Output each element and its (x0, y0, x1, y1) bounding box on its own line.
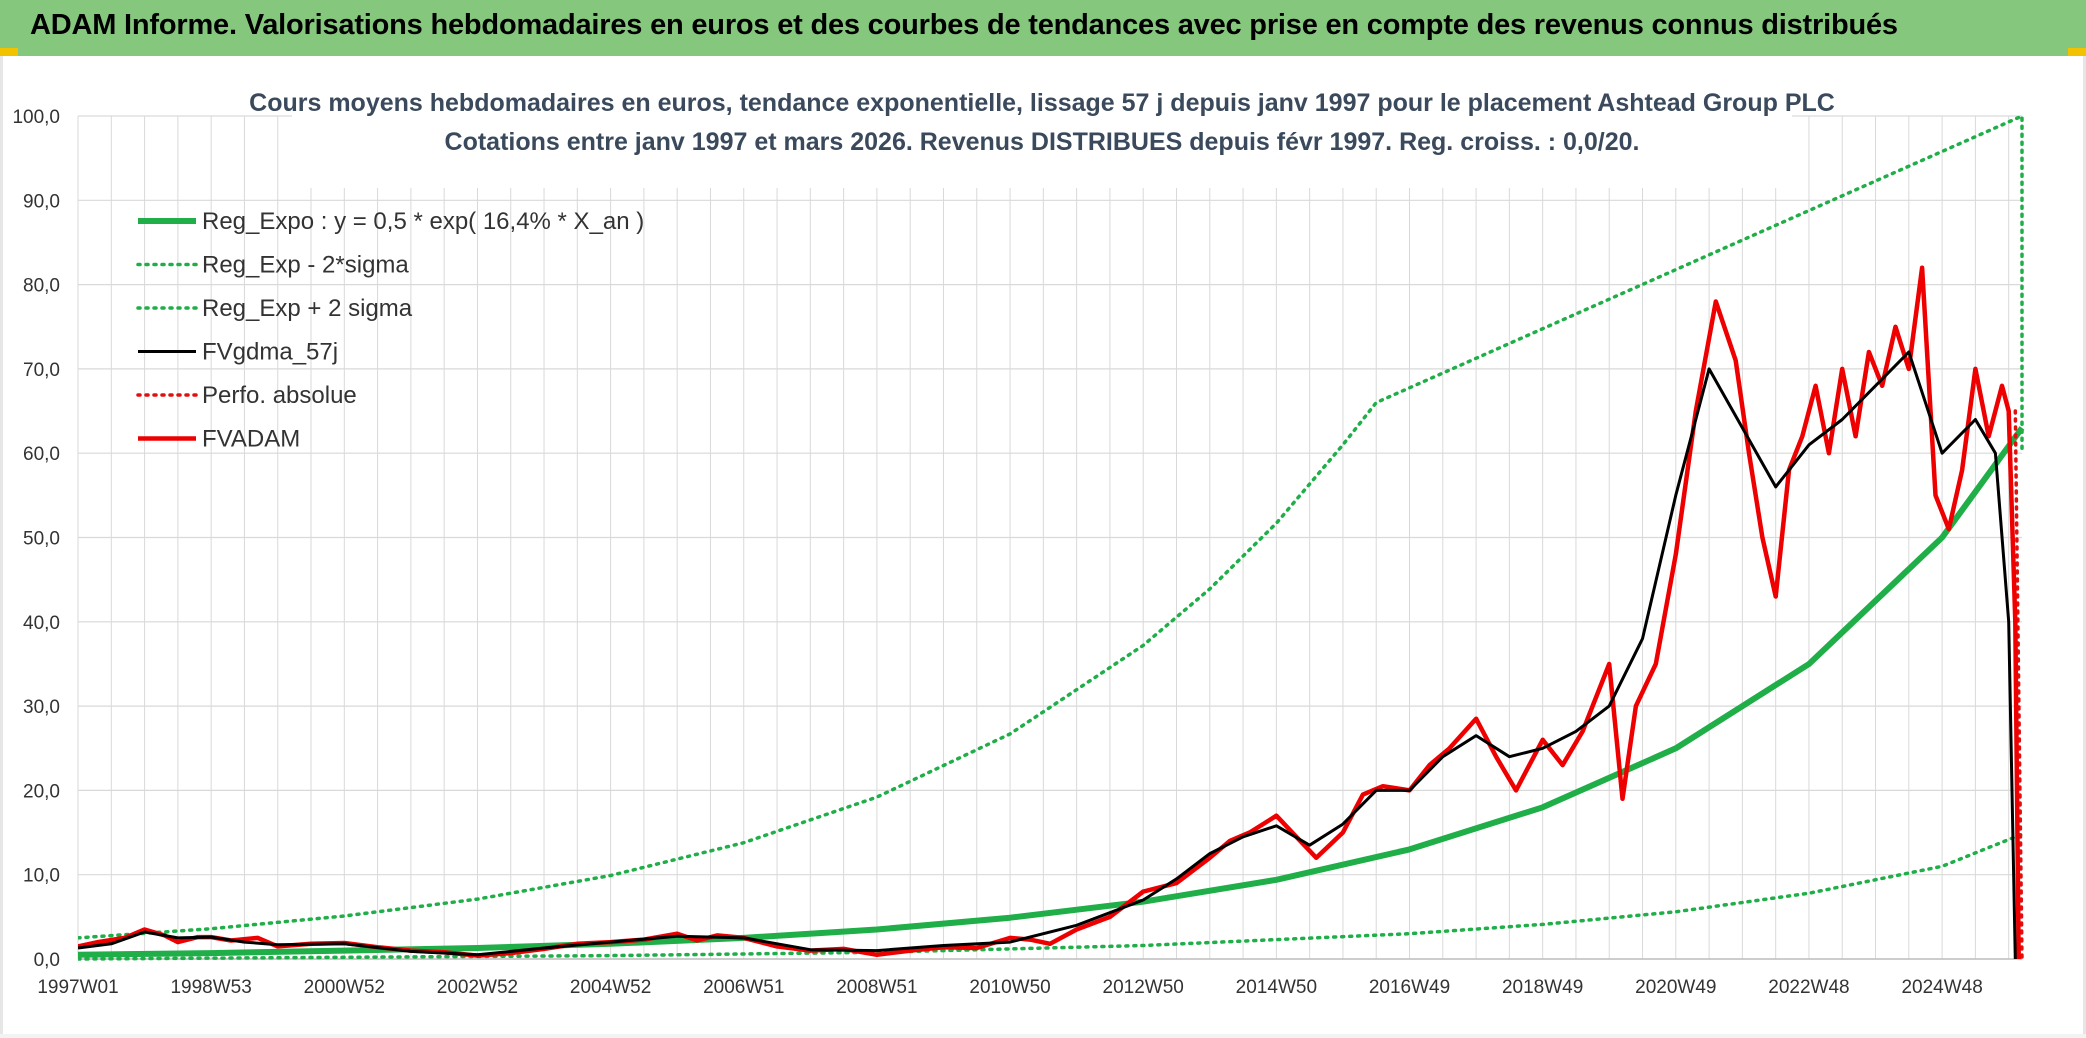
x-tick-label: 2012W50 (1103, 977, 1184, 998)
y-tick-label: 100,0 (12, 107, 60, 128)
report-banner: ADAM Informe. Valorisations hebdomadaire… (0, 0, 2086, 56)
y-tick-label: 50,0 (23, 529, 60, 550)
frame-bottom (0, 1034, 2086, 1038)
legend-label-0: Reg_Expo : y = 0,5 * exp( 16,4% * X_an ) (202, 208, 644, 235)
y-tick-label: 80,0 (23, 276, 60, 297)
x-tick-label: 2010W50 (969, 977, 1050, 998)
x-tick-label: 2020W49 (1635, 977, 1716, 998)
x-tick-label: 2002W52 (437, 977, 518, 998)
x-tick-label: 1998W53 (170, 977, 251, 998)
y-tick-label: 0,0 (34, 950, 60, 971)
x-tick-label: 2016W49 (1369, 977, 1450, 998)
x-tick-label: 2000W52 (304, 977, 385, 998)
y-tick-label: 10,0 (23, 866, 60, 887)
x-tick-label: 2006W51 (703, 977, 784, 998)
chart-grid (77, 115, 2022, 960)
corner-mark-right (2068, 48, 2086, 56)
y-tick-label: 30,0 (23, 697, 60, 718)
y-axis-ticks: 0,0 10,0 20,0 30,0 40,0 50,0 60,0 70,0 80,0 90,0 1… (12, 107, 60, 971)
series-line-0 (78, 426, 2025, 958)
x-tick-label: 2014W50 (1236, 977, 1317, 998)
series-line-5 (78, 265, 2021, 960)
legend-label-4: Perfo. absolue (202, 382, 357, 409)
y-tick-label: 20,0 (23, 781, 60, 802)
chart-legend: Reg_Expo : y = 0,5 * exp( 16,4% * X_an )… (136, 208, 644, 453)
chart-title-line-2: Cotations entre janv 1997 et mars 2026. … (445, 128, 1640, 156)
x-tick-label: 2004W52 (570, 977, 651, 998)
x-tick-label: 2018W49 (1502, 977, 1583, 998)
legend-label-5: FVADAM (202, 426, 300, 453)
y-tick-label: 40,0 (23, 613, 60, 634)
series-line-3 (78, 350, 2017, 960)
chart-title-line-1: Cours moyens hebdomadaires en euros, ten… (249, 89, 1835, 117)
report-title: ADAM Informe. Valorisations hebdomadaire… (30, 9, 1898, 41)
series-line-2 (78, 114, 2024, 940)
series-line-4 (2013, 409, 2024, 961)
chart-series (78, 114, 2025, 961)
frame-right (2083, 56, 2086, 1038)
x-tick-label: 1997W01 (37, 977, 118, 998)
y-tick-label: 70,0 (23, 360, 60, 381)
legend-label-3: FVgdma_57j (202, 339, 338, 366)
frame-left (0, 56, 3, 1038)
x-tick-label: 2024W48 (1901, 977, 1982, 998)
legend-label-1: Reg_Exp - 2*sigma (202, 252, 409, 279)
x-tick-label: 2008W51 (836, 977, 917, 998)
series-line-1 (78, 832, 2024, 961)
valuation-chart: 0,0 10,0 20,0 30,0 40,0 50,0 60,0 70,0 80,0 90,0 1… (12, 84, 2025, 998)
y-tick-label: 60,0 (23, 444, 60, 465)
x-tick-label: 2022W48 (1768, 977, 1849, 998)
legend-label-2: Reg_Exp + 2 sigma (202, 295, 413, 322)
x-axis-ticks: 1997W01 1998W53 2000W52 2002W52 2004W52 2006W… (37, 977, 1982, 998)
y-tick-label: 90,0 (23, 191, 60, 212)
chart-title-bg (292, 84, 1792, 188)
corner-mark-left (0, 48, 18, 56)
